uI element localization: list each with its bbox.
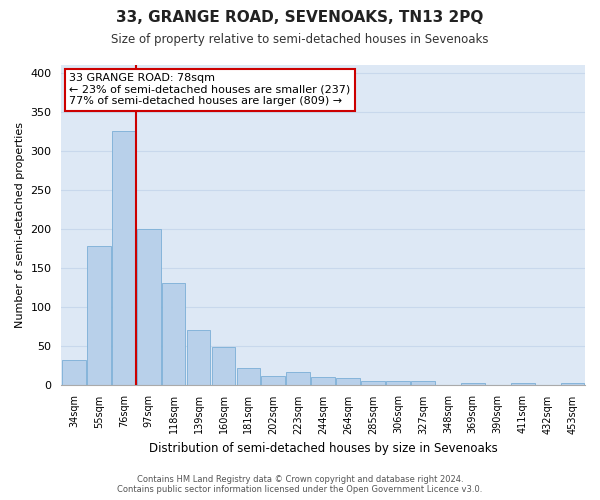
Bar xyxy=(87,246,110,384)
Bar xyxy=(386,382,410,384)
Y-axis label: Number of semi-detached properties: Number of semi-detached properties xyxy=(15,122,25,328)
Bar xyxy=(137,228,161,384)
Text: Size of property relative to semi-detached houses in Sevenoaks: Size of property relative to semi-detach… xyxy=(111,32,489,46)
Bar xyxy=(560,383,584,384)
Bar xyxy=(286,372,310,384)
Text: 33 GRANGE ROAD: 78sqm
← 23% of semi-detached houses are smaller (237)
77% of sem: 33 GRANGE ROAD: 78sqm ← 23% of semi-deta… xyxy=(69,73,350,106)
Bar xyxy=(511,383,535,384)
Text: Contains HM Land Registry data © Crown copyright and database right 2024.
Contai: Contains HM Land Registry data © Crown c… xyxy=(118,474,482,494)
Bar xyxy=(262,376,285,384)
Bar xyxy=(62,360,86,384)
Bar xyxy=(112,132,136,384)
X-axis label: Distribution of semi-detached houses by size in Sevenoaks: Distribution of semi-detached houses by … xyxy=(149,442,497,455)
Bar xyxy=(411,382,435,384)
Bar xyxy=(212,347,235,385)
Bar xyxy=(361,380,385,384)
Bar xyxy=(187,330,211,384)
Bar xyxy=(236,368,260,384)
Bar xyxy=(461,383,485,384)
Bar xyxy=(311,377,335,384)
Bar xyxy=(336,378,360,384)
Bar xyxy=(162,283,185,384)
Text: 33, GRANGE ROAD, SEVENOAKS, TN13 2PQ: 33, GRANGE ROAD, SEVENOAKS, TN13 2PQ xyxy=(116,10,484,25)
